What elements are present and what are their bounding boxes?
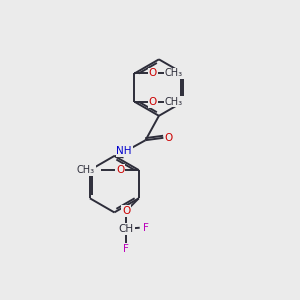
- Text: O: O: [116, 165, 124, 175]
- Text: O: O: [149, 68, 157, 79]
- Text: O: O: [149, 97, 157, 107]
- Text: O: O: [165, 133, 173, 143]
- Text: CH: CH: [119, 224, 134, 234]
- Text: F: F: [123, 244, 129, 254]
- Text: CH₃: CH₃: [77, 165, 95, 175]
- Text: CH₃: CH₃: [165, 97, 183, 107]
- Text: NH: NH: [116, 146, 132, 157]
- Text: CH₃: CH₃: [165, 68, 183, 79]
- Text: O: O: [122, 206, 130, 216]
- Text: F: F: [143, 223, 148, 233]
